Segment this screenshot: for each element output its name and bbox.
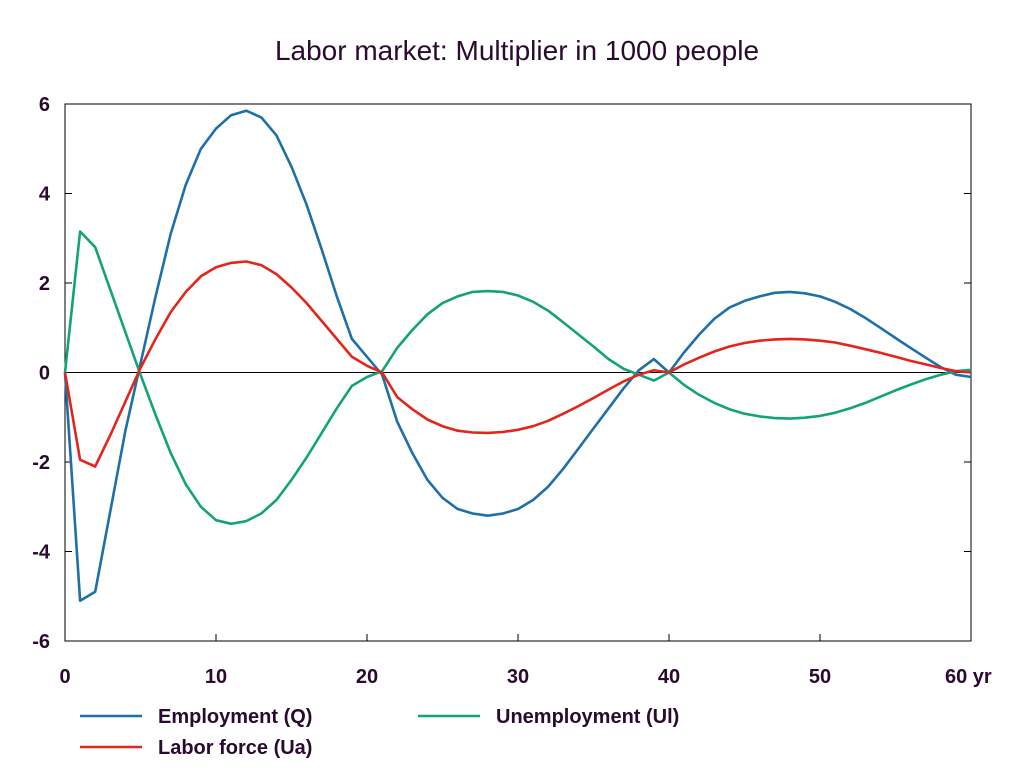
series-line-labor-force-ua	[63, 260, 972, 468]
x-tick-label: 0	[59, 666, 70, 688]
y-tick-label: 6	[39, 94, 50, 116]
series-line-employment-q	[63, 109, 972, 603]
y-tick-label: 2	[39, 273, 50, 295]
y-tick-label: -2	[32, 452, 50, 474]
x-tick-label: 30	[507, 666, 529, 688]
x-tick-label: 60 yr	[945, 666, 992, 688]
x-tick-label: 40	[658, 666, 680, 688]
y-tick-label: 4	[39, 184, 51, 206]
series-group	[63, 109, 972, 603]
legend-label: Labor force (Ua)	[158, 737, 312, 759]
legend-label: Employment (Q)	[158, 706, 312, 728]
y-tick-label: -4	[32, 542, 51, 564]
legend: Employment (Q) Unemployment (Ul) Labor for…	[80, 706, 679, 759]
y-tick-label: -6	[32, 631, 50, 653]
x-tick-label: 10	[205, 666, 227, 688]
x-tick-label: 20	[356, 666, 378, 688]
x-axis: 0 10 20 30 40 50 60 yr	[59, 634, 992, 688]
chart-title: Labor market: Multiplier in 1000 people	[275, 35, 759, 66]
y-axis: -6 -4 -2 0 2 4 6	[32, 94, 971, 653]
y-tick-label: 0	[39, 363, 50, 385]
series-line-unemployment-ul	[63, 230, 972, 526]
legend-label: Unemployment (Ul)	[496, 706, 679, 728]
x-tick-label: 50	[809, 666, 831, 688]
